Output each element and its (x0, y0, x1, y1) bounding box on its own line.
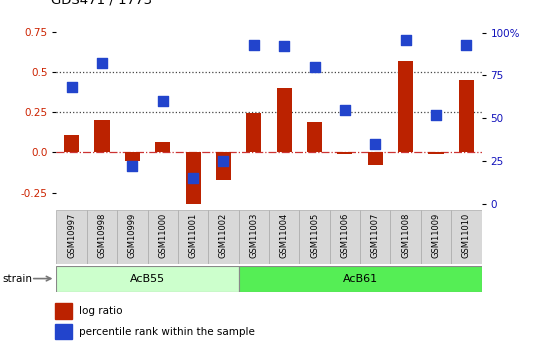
Bar (459, 80, 474, 152)
Bar (56, 210, 87, 264)
Point (310, 64, 319, 70)
Point (128, 163, 137, 169)
Point (219, 158, 228, 164)
Bar (64, 135, 79, 152)
Point (98, 61, 107, 66)
Text: GSM11004: GSM11004 (280, 213, 289, 258)
Text: GSM10997: GSM10997 (67, 213, 76, 258)
Bar (216, 152, 231, 180)
Bar (87, 210, 117, 264)
Bar (95, 120, 110, 152)
Text: GSM11006: GSM11006 (341, 213, 349, 258)
Bar (330, 210, 360, 264)
Point (158, 98, 167, 104)
Bar (178, 210, 208, 264)
Text: log ratio: log ratio (79, 306, 122, 316)
Text: GSM10998: GSM10998 (97, 213, 107, 258)
Text: GSM11010: GSM11010 (462, 213, 471, 258)
Text: GSM11008: GSM11008 (401, 213, 410, 258)
Text: GSM11007: GSM11007 (371, 213, 380, 258)
Bar (428, 152, 443, 154)
Bar (269, 210, 299, 264)
Text: GSM11003: GSM11003 (249, 213, 258, 258)
Bar (360, 210, 391, 264)
Text: GSM10999: GSM10999 (128, 213, 137, 258)
Text: AcB55: AcB55 (130, 274, 165, 284)
Bar (391, 210, 421, 264)
Point (401, 37, 410, 42)
Text: percentile rank within the sample: percentile rank within the sample (79, 327, 254, 337)
Text: GSM11009: GSM11009 (431, 213, 441, 258)
Text: GSM11002: GSM11002 (219, 213, 228, 258)
Point (67, 85, 76, 90)
Point (462, 42, 471, 47)
Bar (56, 266, 239, 292)
Bar (55, 303, 72, 319)
Bar (299, 210, 330, 264)
Text: GSM11001: GSM11001 (189, 213, 197, 258)
Bar (147, 210, 178, 264)
Bar (186, 152, 201, 204)
Bar (451, 210, 482, 264)
Text: GDS471 / 1773: GDS471 / 1773 (51, 0, 152, 7)
Bar (398, 61, 413, 152)
Bar (421, 210, 451, 264)
Bar (208, 210, 239, 264)
Bar (155, 142, 171, 152)
Bar (55, 324, 72, 339)
Bar (239, 266, 482, 292)
Point (371, 141, 379, 147)
Bar (239, 210, 269, 264)
Point (341, 107, 349, 112)
Point (280, 43, 288, 49)
Bar (117, 210, 147, 264)
Text: GSM11000: GSM11000 (158, 213, 167, 258)
Text: GSM11005: GSM11005 (310, 213, 319, 258)
Bar (125, 152, 140, 160)
Point (250, 42, 258, 47)
Bar (277, 88, 292, 152)
Point (431, 112, 440, 117)
Bar (367, 152, 383, 165)
Text: AcB61: AcB61 (343, 274, 378, 284)
Bar (246, 113, 261, 152)
Text: strain: strain (3, 274, 33, 284)
Point (189, 175, 197, 181)
Bar (307, 122, 322, 152)
Bar (337, 152, 352, 154)
